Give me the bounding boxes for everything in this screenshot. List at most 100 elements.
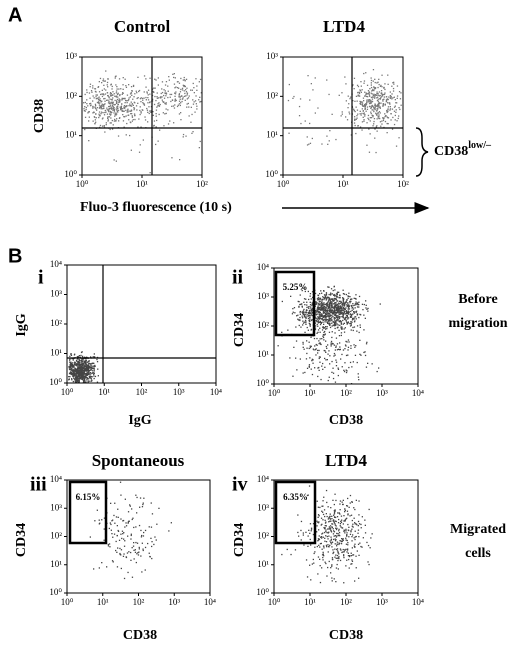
dot bbox=[354, 316, 356, 318]
dot bbox=[104, 131, 106, 133]
dot bbox=[111, 99, 113, 101]
dot bbox=[101, 103, 103, 105]
dot bbox=[68, 372, 71, 375]
dot bbox=[396, 85, 399, 87]
dot bbox=[97, 97, 99, 100]
dot bbox=[319, 298, 321, 301]
dot bbox=[132, 98, 134, 100]
dot bbox=[331, 113, 333, 115]
dot bbox=[147, 111, 149, 113]
dot bbox=[389, 97, 392, 99]
dot bbox=[322, 505, 324, 507]
dot bbox=[353, 312, 355, 314]
dot bbox=[309, 345, 311, 347]
x-tick-label: 10⁰ bbox=[61, 387, 74, 397]
dot bbox=[140, 112, 142, 114]
dot bbox=[170, 93, 173, 96]
dot bbox=[347, 302, 349, 304]
dot bbox=[144, 119, 147, 121]
dot bbox=[185, 95, 187, 97]
dot bbox=[324, 308, 326, 310]
dot bbox=[302, 311, 305, 314]
dot bbox=[329, 525, 332, 527]
dot bbox=[348, 295, 350, 297]
dot bbox=[120, 106, 122, 108]
dot bbox=[143, 75, 146, 77]
dot bbox=[340, 115, 342, 117]
dot bbox=[70, 353, 72, 355]
dot bbox=[100, 106, 102, 108]
dot bbox=[328, 293, 330, 296]
dot bbox=[178, 93, 181, 95]
dot bbox=[169, 93, 171, 96]
dot bbox=[360, 85, 362, 87]
dot bbox=[134, 549, 136, 551]
dot bbox=[71, 374, 73, 376]
dot bbox=[72, 380, 74, 383]
dot bbox=[325, 307, 328, 309]
dot bbox=[108, 96, 110, 98]
dot bbox=[353, 110, 355, 112]
dot bbox=[332, 558, 334, 561]
dot bbox=[72, 375, 74, 377]
dot bbox=[365, 92, 367, 94]
dot bbox=[318, 529, 320, 531]
x-tick-label: 10⁰ bbox=[268, 388, 281, 398]
dot bbox=[322, 553, 324, 555]
dot bbox=[126, 102, 128, 104]
dot bbox=[338, 543, 340, 546]
dot bbox=[79, 361, 81, 364]
dot bbox=[335, 321, 337, 323]
dot bbox=[170, 522, 172, 524]
dot bbox=[98, 116, 100, 119]
dot bbox=[333, 293, 335, 296]
dot bbox=[90, 378, 92, 380]
dot bbox=[319, 320, 322, 323]
dot bbox=[82, 362, 84, 364]
dot bbox=[194, 111, 196, 113]
dot bbox=[365, 307, 367, 309]
dot bbox=[343, 313, 345, 315]
dot bbox=[346, 321, 348, 324]
dot bbox=[161, 88, 163, 90]
dot bbox=[322, 321, 324, 323]
dot bbox=[355, 298, 357, 300]
dot bbox=[327, 307, 329, 309]
dot bbox=[398, 137, 400, 139]
dot bbox=[331, 319, 333, 321]
dot bbox=[335, 539, 337, 541]
dot bbox=[339, 559, 342, 562]
dot bbox=[341, 519, 343, 521]
dot bbox=[121, 530, 124, 532]
dot bbox=[87, 378, 90, 380]
dot bbox=[342, 316, 344, 318]
dot bbox=[84, 369, 86, 371]
dot bbox=[314, 345, 316, 347]
dot bbox=[306, 347, 308, 349]
dot bbox=[308, 312, 310, 314]
dot bbox=[115, 112, 117, 114]
dot bbox=[117, 547, 119, 549]
dot bbox=[299, 98, 302, 100]
dot bbox=[93, 377, 95, 380]
dot bbox=[116, 101, 118, 103]
dot bbox=[327, 304, 329, 306]
dot bbox=[78, 361, 80, 363]
dot bbox=[327, 544, 329, 546]
scatter-plot bbox=[287, 69, 402, 154]
dot bbox=[349, 555, 351, 557]
dot bbox=[89, 97, 91, 99]
y-axis-label: CD34 bbox=[232, 523, 247, 557]
dot bbox=[336, 312, 338, 314]
dot bbox=[69, 358, 71, 360]
dot bbox=[73, 365, 75, 367]
dot bbox=[321, 304, 323, 306]
gate-label: 6.35% bbox=[283, 492, 308, 502]
dot bbox=[287, 329, 289, 331]
y-tick-label: 10² bbox=[257, 531, 269, 541]
dot bbox=[139, 98, 142, 100]
dot bbox=[320, 308, 322, 310]
dot bbox=[369, 547, 371, 549]
dot bbox=[79, 376, 82, 378]
dot bbox=[341, 92, 343, 94]
